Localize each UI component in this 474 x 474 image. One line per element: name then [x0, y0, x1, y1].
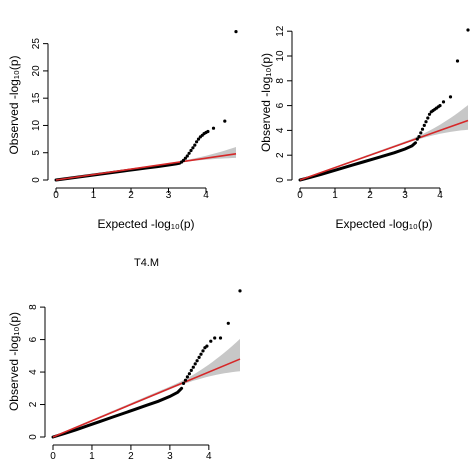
observed-point — [195, 140, 199, 144]
observed-point — [238, 289, 242, 293]
observed-point — [197, 355, 201, 359]
observed-point — [419, 131, 423, 135]
x-tick-label: 3 — [166, 190, 172, 201]
observed-point — [426, 116, 430, 120]
observed-point — [191, 365, 195, 369]
observed-point — [234, 30, 238, 34]
y-tick-label: 2 — [275, 152, 286, 158]
x-tick-label: 2 — [128, 451, 134, 462]
x-axis-title: Expected -log₁₀(p) — [335, 217, 432, 231]
x-tick-label: 4 — [203, 190, 209, 201]
qq-panel-3: 0 1 2 3 4 0 2 4 6 8 Observed -log₁₀(p) T4.M — [7, 257, 242, 462]
observed-point — [205, 344, 209, 348]
observed-point — [189, 148, 193, 153]
observed-point — [183, 378, 188, 382]
panel-title: T4.M — [134, 257, 159, 269]
observed-point — [441, 100, 446, 104]
observed-point — [417, 135, 421, 139]
observed-point — [187, 372, 191, 376]
observed-point — [218, 336, 223, 340]
qq-panel-1: 0 1 2 3 4 0 5 10 15 20 25 Expected -log₁₀(p) Observe… — [7, 30, 238, 231]
reference-line — [299, 119, 469, 181]
observed-point — [201, 349, 205, 353]
observed-point — [427, 112, 432, 116]
y-axis-title: Observed -log₁₀(p) — [7, 312, 21, 411]
y-tick-label: 0 — [28, 434, 39, 440]
y-tick-label: 0 — [275, 177, 286, 183]
y-tick-label: 8 — [28, 304, 39, 310]
y-axis-title: Observed -log₁₀(p) — [259, 53, 273, 152]
observed-point — [422, 123, 426, 127]
x-tick-label: 0 — [297, 190, 303, 201]
observed-point — [415, 137, 419, 141]
y-axis-title: Observed -log₁₀(p) — [7, 55, 21, 154]
observed-point — [185, 375, 189, 379]
x-tick-label: 1 — [91, 190, 97, 201]
confidence-band — [300, 105, 468, 180]
observed-point — [448, 95, 453, 99]
observed-point — [209, 339, 213, 343]
observed-point — [223, 119, 227, 123]
observed-points-dense — [298, 141, 417, 182]
observed-point — [181, 158, 186, 162]
observed-point — [183, 156, 187, 160]
confidence-band — [53, 338, 240, 437]
observed-point — [455, 59, 460, 63]
x-tick-label: 3 — [167, 451, 173, 462]
x-tick-label: 1 — [332, 190, 338, 201]
observed-point — [466, 28, 470, 32]
x-tick-label: 4 — [437, 190, 443, 201]
observed-point — [420, 127, 425, 131]
y-tick-label: 6 — [28, 336, 39, 342]
reference-line — [55, 153, 237, 181]
observed-point — [206, 129, 210, 134]
x-tick-label: 2 — [367, 190, 373, 201]
x-tick-label: 0 — [53, 190, 59, 201]
y-tick-label: 4 — [275, 127, 286, 133]
observed-point — [196, 137, 201, 141]
y-tick-label: 25 — [31, 38, 42, 50]
x-tick-label: 0 — [50, 451, 56, 462]
observed-point — [193, 362, 197, 366]
observed-point — [199, 352, 203, 356]
observed-point — [191, 146, 195, 150]
y-tick-label: 4 — [28, 369, 39, 375]
y-tick-label: 0 — [31, 177, 42, 183]
observed-point — [213, 336, 217, 340]
observed-point — [226, 321, 230, 325]
x-axis-title: Expected -log₁₀(p) — [97, 217, 194, 231]
observed-point — [438, 104, 442, 108]
observed-point — [195, 359, 199, 363]
y-tick-label: 10 — [31, 119, 42, 131]
reference-line — [52, 358, 241, 438]
y-tick-label: 12 — [275, 25, 286, 37]
observed-point — [424, 120, 428, 124]
observed-point — [211, 126, 216, 130]
x-tick-label: 2 — [128, 190, 134, 201]
observed-point — [185, 154, 189, 158]
x-tick-label: 1 — [89, 451, 95, 462]
y-tick-label: 2 — [28, 401, 39, 407]
observed-point — [181, 381, 186, 385]
y-tick-label: 5 — [31, 150, 42, 156]
observed-point — [189, 368, 193, 372]
observed-points-dense — [51, 386, 184, 439]
observed-point — [187, 151, 191, 155]
y-tick-label: 8 — [275, 78, 286, 84]
y-tick-label: 6 — [275, 102, 286, 108]
y-tick-label: 15 — [31, 92, 42, 104]
x-tick-label: 4 — [206, 451, 212, 462]
y-tick-label: 10 — [275, 50, 286, 62]
x-tick-label: 3 — [402, 190, 408, 201]
y-tick-label: 20 — [31, 65, 42, 77]
observed-point — [193, 143, 197, 147]
